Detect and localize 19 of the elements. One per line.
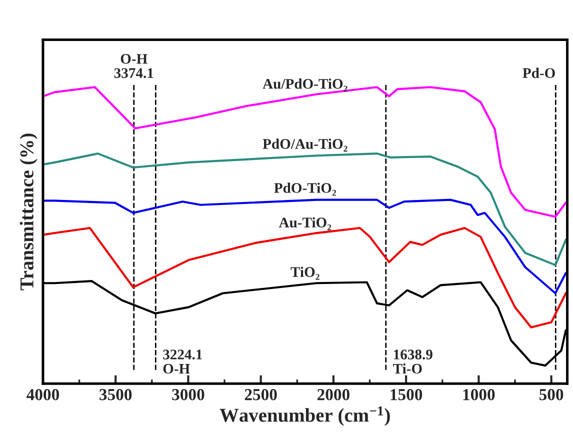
series-label: Au-TiO₂ [278, 217, 332, 230]
ref-line-label: Pd-O [522, 68, 555, 78]
x-tick-label: 3500 [100, 389, 132, 400]
annotation: 3224.1 O-H [163, 350, 202, 374]
x-tick-label: 1000 [463, 389, 495, 400]
x-tick-label: 500 [539, 389, 564, 400]
series-label: Au/PdO-TiO₂ [262, 78, 348, 92]
ref-line-label: O-H 3374.1 [114, 54, 154, 78]
x-axis-title: Wavenumber (cm$^{−1}$) [220, 406, 390, 426]
x-tick-label: 3000 [172, 389, 204, 400]
series-label: PdO/Au-TiO₂ [262, 138, 348, 152]
x-tick-label: 4000 [26, 389, 60, 400]
series-label: PdO-TiO₂ [274, 182, 336, 196]
x-tick-label: 2500 [244, 389, 277, 400]
annotation: 1638.9 Ti-O [393, 350, 432, 374]
x-tick-label: 1500 [390, 389, 422, 400]
x-tick-label: 2000 [317, 389, 350, 400]
series-label: TiO₂ [290, 266, 320, 280]
y-axis-title: Transmittance (%) [20, 134, 38, 290]
